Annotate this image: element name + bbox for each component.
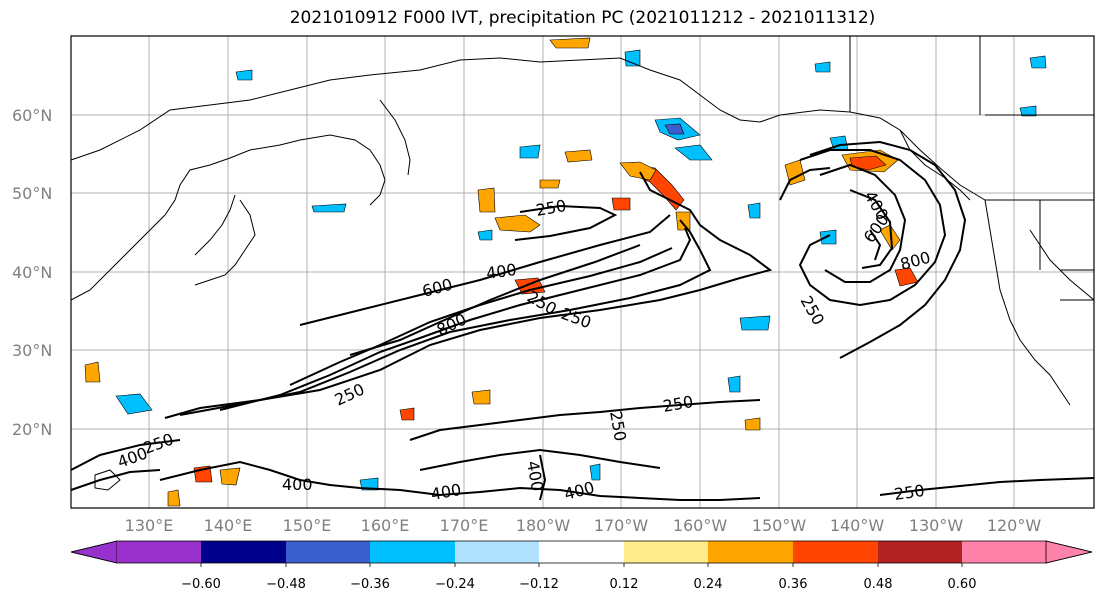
colorbar-segment [455, 541, 539, 563]
map-frame [70, 35, 1095, 509]
contour-label-group: 250 400 600 800 250 250 400 600 800 250 … [115, 188, 933, 504]
lon-label: 180°W [516, 516, 571, 535]
lon-label: 130°E [125, 516, 174, 535]
colorbar-extend-low [70, 540, 118, 564]
lon-label: 130°W [909, 516, 964, 535]
colorbar-tick-label: 0.48 [864, 577, 893, 592]
colorbar-tick-label: 0.12 [610, 577, 639, 592]
coastlines [70, 36, 1095, 491]
lon-label: 170°E [440, 516, 489, 535]
colorbar-segment [624, 541, 708, 563]
lon-label: 150°W [752, 516, 807, 535]
colorbar-tick-label: −0.36 [350, 577, 390, 592]
lat-label: 20°N [12, 420, 52, 439]
colorbar-tick-label: 0.36 [779, 577, 808, 592]
contour-label: 400 [282, 475, 313, 494]
lon-label: 170°W [594, 516, 649, 535]
colorbar-outline [70, 540, 1093, 564]
ivt-contours [70, 140, 1095, 501]
lat-label: 30°N [12, 341, 52, 360]
contour-label: 250 [893, 481, 926, 504]
colorbar-segment [793, 541, 878, 563]
colorbar-tick-label: −0.60 [181, 577, 221, 592]
colorbar-tick-label: −0.24 [435, 577, 475, 592]
colorbar-tick-label: −0.48 [266, 577, 306, 592]
colorbar-segment [708, 541, 793, 563]
colorbar-segment [201, 541, 286, 563]
map-title: 2021010912 F000 IVT, precipitation PC (2… [289, 8, 876, 28]
colorbar-tick-label: −0.12 [519, 577, 559, 592]
colorbar-segment [539, 541, 624, 563]
lon-label: 120°W [987, 516, 1042, 535]
lon-label: 160°W [673, 516, 728, 535]
lat-label: 40°N [12, 263, 52, 282]
colorbar-segment [370, 541, 455, 563]
colorbar-segment [962, 541, 1046, 563]
lat-label: 50°N [12, 184, 52, 203]
colorbar-tick-labels: −0.60 −0.48 −0.36 −0.24 −0.12 0.12 0.24 … [181, 577, 976, 592]
colorbar [70, 540, 1093, 567]
colorbar-tick-label: 0.60 [948, 577, 977, 592]
latitude-labels: 60°N 50°N 40°N 30°N 20°N [12, 106, 52, 439]
colorbar-segment [878, 541, 962, 563]
longitude-labels: 130°E 140°E 150°E 160°E 170°E 180°W 170°… [125, 516, 1042, 535]
lon-label: 150°E [283, 516, 332, 535]
colorbar-tick-label: 0.24 [694, 577, 723, 592]
lon-label: 160°E [361, 516, 410, 535]
colorbar-segment [286, 541, 370, 563]
colorbar-segment [117, 541, 201, 563]
lon-label: 140°E [204, 516, 253, 535]
lon-label: 140°W [830, 516, 885, 535]
contour-label: 400 [485, 260, 518, 283]
lat-label: 60°N [12, 106, 52, 125]
colorbar-extend-high [1045, 540, 1093, 564]
